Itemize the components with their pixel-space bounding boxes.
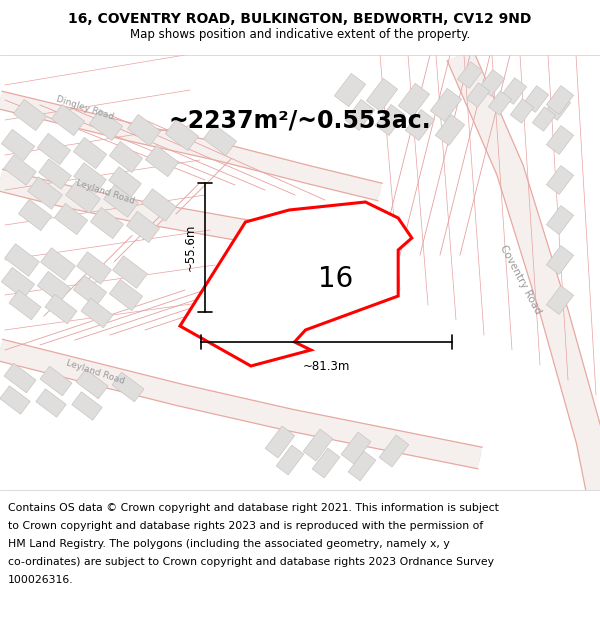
Text: ~2237m²/~0.553ac.: ~2237m²/~0.553ac.	[169, 108, 431, 132]
Polygon shape	[4, 363, 36, 393]
Polygon shape	[127, 211, 160, 242]
Polygon shape	[0, 173, 371, 259]
Polygon shape	[376, 104, 404, 136]
Polygon shape	[430, 88, 461, 122]
Polygon shape	[265, 426, 295, 458]
Polygon shape	[0, 339, 482, 469]
Polygon shape	[74, 162, 106, 193]
Polygon shape	[166, 119, 199, 151]
Text: 16: 16	[318, 265, 353, 293]
Polygon shape	[72, 392, 102, 420]
Polygon shape	[104, 185, 139, 218]
Polygon shape	[127, 114, 161, 146]
Polygon shape	[52, 104, 85, 136]
Polygon shape	[547, 86, 574, 114]
Polygon shape	[73, 138, 107, 169]
Polygon shape	[91, 208, 124, 239]
Text: Coventry Road: Coventry Road	[497, 244, 542, 316]
Polygon shape	[112, 372, 144, 402]
Polygon shape	[511, 99, 533, 123]
Polygon shape	[379, 435, 409, 467]
Polygon shape	[532, 107, 556, 131]
Text: 100026316.: 100026316.	[8, 575, 74, 585]
Text: Contains OS data © Crown copyright and database right 2021. This information is : Contains OS data © Crown copyright and d…	[8, 503, 499, 513]
Polygon shape	[0, 91, 382, 201]
Polygon shape	[523, 86, 548, 112]
Polygon shape	[45, 294, 77, 324]
Polygon shape	[109, 279, 143, 311]
Polygon shape	[145, 146, 179, 177]
Polygon shape	[547, 286, 574, 314]
Text: co-ordinates) are subject to Crown copyright and database rights 2023 Ordnance S: co-ordinates) are subject to Crown copyr…	[8, 557, 494, 567]
Polygon shape	[479, 70, 505, 96]
Text: Dingley Road: Dingley Road	[55, 94, 115, 122]
Polygon shape	[37, 271, 71, 302]
Polygon shape	[334, 73, 365, 107]
Polygon shape	[398, 83, 430, 117]
Text: ~81.3m: ~81.3m	[303, 360, 350, 373]
Text: 16, COVENTRY ROAD, BULKINGTON, BEDWORTH, CV12 9ND: 16, COVENTRY ROAD, BULKINGTON, BEDWORTH,…	[68, 12, 532, 26]
Polygon shape	[276, 445, 304, 475]
Polygon shape	[303, 429, 333, 461]
Text: Map shows position and indicative extent of the property.: Map shows position and indicative extent…	[130, 28, 470, 41]
Polygon shape	[436, 114, 464, 146]
Polygon shape	[0, 343, 481, 465]
Text: to Crown copyright and database rights 2023 and is reproduced with the permissio: to Crown copyright and database rights 2…	[8, 521, 483, 531]
Polygon shape	[341, 432, 371, 464]
Polygon shape	[0, 386, 30, 414]
Polygon shape	[547, 206, 574, 234]
Polygon shape	[346, 99, 374, 131]
Text: Leyland Road: Leyland Road	[65, 358, 125, 386]
Polygon shape	[312, 448, 340, 478]
Polygon shape	[19, 199, 52, 231]
Polygon shape	[367, 78, 398, 112]
Polygon shape	[545, 94, 571, 120]
Polygon shape	[4, 155, 36, 185]
Text: Leyland Road: Leyland Road	[74, 178, 136, 206]
Polygon shape	[113, 256, 148, 288]
Polygon shape	[36, 389, 66, 418]
Polygon shape	[109, 141, 143, 172]
Polygon shape	[41, 248, 76, 280]
Polygon shape	[13, 99, 47, 131]
Polygon shape	[547, 126, 574, 154]
Text: ~55.6m: ~55.6m	[184, 224, 197, 271]
Polygon shape	[37, 133, 71, 164]
Polygon shape	[466, 82, 490, 107]
Polygon shape	[65, 181, 100, 213]
Polygon shape	[406, 109, 434, 141]
Polygon shape	[1, 268, 35, 299]
Polygon shape	[203, 124, 236, 156]
Polygon shape	[142, 189, 176, 221]
Polygon shape	[28, 177, 62, 209]
Polygon shape	[502, 78, 527, 104]
Polygon shape	[77, 252, 112, 284]
Polygon shape	[1, 129, 35, 161]
Polygon shape	[0, 169, 372, 263]
Polygon shape	[180, 202, 412, 366]
Polygon shape	[76, 369, 108, 399]
Polygon shape	[488, 91, 512, 115]
Polygon shape	[447, 49, 600, 493]
Polygon shape	[452, 51, 600, 492]
Text: HM Land Registry. The polygons (including the associated geometry, namely x, y: HM Land Registry. The polygons (includin…	[8, 539, 450, 549]
Polygon shape	[457, 62, 482, 88]
Polygon shape	[348, 451, 376, 481]
Polygon shape	[39, 159, 71, 189]
Polygon shape	[73, 276, 107, 307]
Polygon shape	[89, 109, 122, 141]
Polygon shape	[0, 94, 381, 198]
Polygon shape	[9, 290, 41, 320]
Polygon shape	[81, 298, 113, 328]
Polygon shape	[547, 166, 574, 194]
Polygon shape	[109, 167, 141, 198]
Polygon shape	[55, 203, 88, 234]
Polygon shape	[40, 366, 72, 396]
Polygon shape	[547, 246, 574, 274]
Polygon shape	[5, 244, 40, 276]
